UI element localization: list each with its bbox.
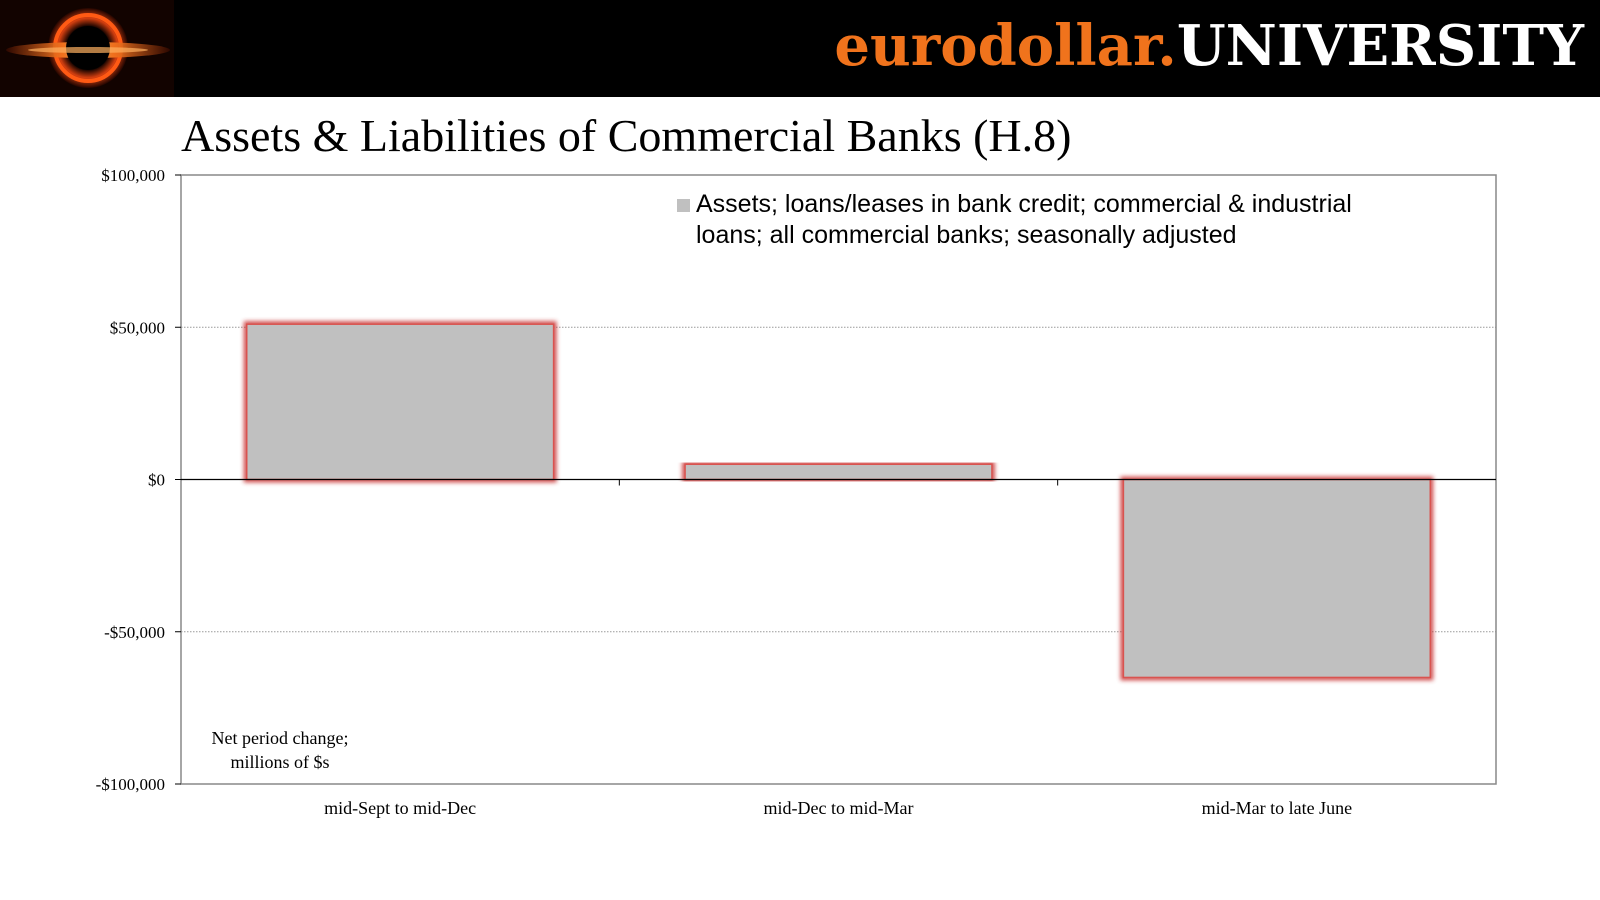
annotation-line-1: Net period change; xyxy=(212,728,349,748)
units-annotation: Net period change; millions of $s xyxy=(212,728,349,772)
brand-wordmark: eurodollar.UNIVERSITY xyxy=(834,6,1584,86)
brand-university: UNIVERSITY xyxy=(1176,13,1584,79)
bar xyxy=(246,323,555,481)
x-category-labels: mid-Sept to mid-Dec mid-Dec to mid-Mar m… xyxy=(324,798,1352,818)
slide-title: Assets & Liabilities of Commercial Banks… xyxy=(181,110,1072,161)
y-tick-label: -$100,000 xyxy=(96,775,165,794)
legend: Assets; loans/leases in bank credit; com… xyxy=(677,190,1352,249)
y-tick-label: $100,000 xyxy=(101,166,165,185)
legend-label-line-1: Assets; loans/leases in bank credit; com… xyxy=(696,190,1352,218)
bar xyxy=(684,463,993,481)
y-tick-label: $0 xyxy=(148,471,165,490)
bars xyxy=(243,321,1434,681)
legend-label-line-2: loans; all commercial banks; seasonally … xyxy=(696,221,1237,249)
x-category-label: mid-Mar to late June xyxy=(1202,798,1352,818)
legend-swatch xyxy=(677,199,690,212)
brand-eurodollar: eurodollar. xyxy=(834,13,1177,79)
y-tick-label: $50,000 xyxy=(110,318,165,337)
axis-ticks xyxy=(175,174,1059,785)
x-category-label: mid-Sept to mid-Dec xyxy=(324,798,476,818)
black-hole-logo xyxy=(0,0,174,97)
annotation-line-2: millions of $s xyxy=(230,752,329,772)
header-banner: eurodollar.UNIVERSITY xyxy=(0,0,1600,97)
bar xyxy=(1122,478,1431,679)
x-category-label: mid-Dec to mid-Mar xyxy=(764,798,914,818)
y-tick-label: -$50,000 xyxy=(104,623,165,642)
y-tick-labels: $100,000 $50,000 $0 -$50,000 -$100,000 xyxy=(96,166,165,794)
